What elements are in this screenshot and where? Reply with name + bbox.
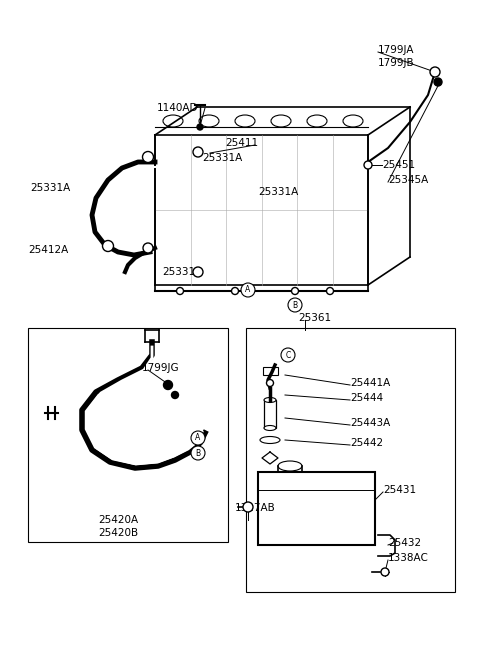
Text: 25431: 25431 xyxy=(383,485,416,495)
Text: 1799JA: 1799JA xyxy=(378,45,415,55)
Text: B: B xyxy=(292,301,298,310)
Text: 25441A: 25441A xyxy=(350,378,390,388)
Ellipse shape xyxy=(264,398,276,403)
Circle shape xyxy=(288,298,302,312)
Text: 1140AD: 1140AD xyxy=(157,103,199,113)
Ellipse shape xyxy=(271,115,291,127)
Text: C: C xyxy=(286,350,290,360)
Circle shape xyxy=(193,267,203,277)
Text: 25361: 25361 xyxy=(298,313,331,323)
Bar xyxy=(263,367,278,375)
Bar xyxy=(264,400,276,428)
Circle shape xyxy=(364,161,372,169)
Ellipse shape xyxy=(264,426,276,430)
Circle shape xyxy=(231,288,239,295)
Circle shape xyxy=(197,124,203,130)
Text: 25444: 25444 xyxy=(350,393,383,403)
Bar xyxy=(258,472,375,545)
Circle shape xyxy=(143,151,154,162)
Circle shape xyxy=(434,78,442,86)
Ellipse shape xyxy=(163,115,183,127)
Circle shape xyxy=(266,379,274,386)
Circle shape xyxy=(430,67,440,77)
Circle shape xyxy=(143,243,153,253)
Text: 25451: 25451 xyxy=(382,160,415,170)
Circle shape xyxy=(291,288,299,295)
Ellipse shape xyxy=(343,115,363,127)
Circle shape xyxy=(241,283,255,297)
Text: 1327AB: 1327AB xyxy=(235,503,276,513)
Circle shape xyxy=(164,381,172,390)
Text: 25412A: 25412A xyxy=(28,245,68,255)
Text: 25420B: 25420B xyxy=(98,528,138,538)
Text: 25411: 25411 xyxy=(225,138,258,148)
Ellipse shape xyxy=(199,115,219,127)
Text: 25331A: 25331A xyxy=(258,187,298,197)
Circle shape xyxy=(281,348,295,362)
Text: 1338AC: 1338AC xyxy=(388,553,429,563)
Text: 1799JG: 1799JG xyxy=(142,363,180,373)
Circle shape xyxy=(243,502,253,512)
Bar xyxy=(28,328,228,542)
Ellipse shape xyxy=(260,436,280,443)
Text: A: A xyxy=(245,286,251,295)
Circle shape xyxy=(171,392,179,398)
Text: 25432: 25432 xyxy=(388,538,421,548)
Text: A: A xyxy=(195,434,201,443)
Text: 25443A: 25443A xyxy=(350,418,390,428)
Text: 25345A: 25345A xyxy=(388,175,428,185)
Circle shape xyxy=(191,446,205,460)
Circle shape xyxy=(381,568,389,576)
Text: 25442: 25442 xyxy=(350,438,383,448)
Text: 25420A: 25420A xyxy=(98,515,138,525)
Ellipse shape xyxy=(307,115,327,127)
Circle shape xyxy=(191,431,205,445)
Text: 25331A: 25331A xyxy=(202,153,242,163)
Circle shape xyxy=(177,288,183,295)
Text: 1799JB: 1799JB xyxy=(378,58,415,68)
Circle shape xyxy=(103,240,113,252)
Circle shape xyxy=(193,147,203,157)
Text: 25331A: 25331A xyxy=(30,183,70,193)
Bar xyxy=(246,328,455,592)
Ellipse shape xyxy=(235,115,255,127)
Text: 25331B: 25331B xyxy=(162,267,202,277)
Circle shape xyxy=(326,288,334,295)
Text: B: B xyxy=(195,449,201,457)
Ellipse shape xyxy=(278,461,302,471)
